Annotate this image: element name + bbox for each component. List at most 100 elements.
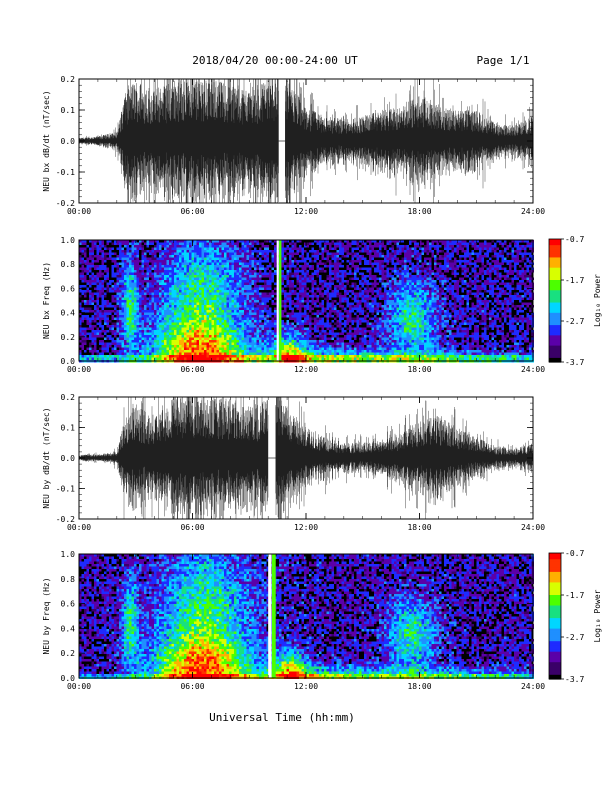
spectrogram-cell — [346, 292, 349, 295]
spectrogram-cell — [131, 287, 134, 290]
spectrogram-cell — [259, 350, 262, 353]
spectrogram-cell — [236, 310, 239, 313]
spectrogram-cell — [126, 252, 129, 255]
spectrogram-cell — [251, 282, 254, 285]
spectrogram-cell — [141, 350, 144, 353]
spectrogram-cell — [349, 357, 352, 360]
spectrogram-cell — [359, 322, 362, 325]
spectrogram-cell — [89, 332, 92, 335]
spectrogram-cell — [201, 335, 204, 338]
spectrogram-cell — [314, 300, 317, 303]
spectrogram-cell — [346, 327, 349, 330]
spectrogram-cell — [224, 335, 227, 338]
spectrogram-cell — [169, 352, 172, 355]
spectrogram-cell — [129, 327, 132, 330]
spectrogram-cell — [229, 270, 232, 273]
spectrogram-cell — [291, 327, 294, 330]
spectrogram-cell — [104, 270, 107, 273]
spectrogram-cell — [246, 242, 249, 245]
spectrogram-cell — [359, 305, 362, 308]
spectrogram-cell — [144, 262, 147, 265]
spectrogram-cell — [239, 337, 242, 340]
spectrogram-cell — [146, 282, 149, 285]
spectrogram-cell — [174, 317, 177, 320]
spectrogram-cell — [266, 322, 269, 325]
spectrogram-cell — [134, 335, 137, 338]
spectrogram-cell — [261, 300, 264, 303]
spectrogram-cell — [196, 330, 199, 333]
spectrogram-cell — [211, 325, 214, 328]
spectrogram-cell — [104, 275, 107, 278]
spectrogram-cell — [261, 245, 264, 248]
spectrogram-cell — [156, 310, 159, 313]
spectrogram-cell — [244, 350, 247, 353]
spectrogram-cell — [284, 330, 287, 333]
spectrogram-cell — [169, 295, 172, 298]
spectrogram-cell — [214, 315, 217, 318]
spectrogram-cell — [79, 305, 82, 308]
spectrogram-cell — [244, 292, 247, 295]
spectrogram-cell — [211, 337, 214, 340]
spectrogram-cell — [231, 262, 234, 265]
spectrogram-cell — [329, 285, 332, 288]
spectrogram-cell — [91, 255, 94, 258]
spectrogram-cell — [319, 287, 322, 290]
spectrogram-cell — [326, 322, 329, 325]
spectrogram-cell — [324, 357, 327, 360]
spectrogram-cell — [316, 275, 319, 278]
spectrogram-cell — [161, 245, 164, 248]
spectrogram-cell — [266, 255, 269, 258]
spectrogram-cell — [169, 322, 172, 325]
spectrogram-cell — [99, 265, 102, 268]
spectrogram-cell — [206, 252, 209, 255]
spectrogram-cell — [259, 252, 262, 255]
spectrogram-cell — [189, 257, 192, 260]
spectrogram-cell — [354, 327, 357, 330]
spectrogram-cell — [134, 252, 137, 255]
spectrogram-cell — [136, 312, 139, 315]
spectrogram-cell — [199, 297, 202, 300]
spectrogram-cell — [281, 265, 284, 268]
spectrogram-cell — [231, 352, 234, 355]
spectrogram-cell — [206, 345, 209, 348]
spectrogram-cell — [334, 290, 337, 293]
spectrogram-cell — [124, 252, 127, 255]
spectrogram-cell — [301, 280, 304, 283]
spectrogram-cell — [89, 285, 92, 288]
spectrogram-cell — [174, 272, 177, 275]
spectrogram-cell — [226, 255, 229, 258]
spectrogram-cell — [201, 285, 204, 288]
spectrogram-cell — [201, 290, 204, 293]
spectrogram-cell — [284, 325, 287, 328]
spectrogram-cell — [234, 352, 237, 355]
spectrogram-cell — [246, 317, 249, 320]
spectrogram-cell — [194, 292, 197, 295]
spectrogram-cell — [229, 257, 232, 260]
spectrogram-cell — [134, 260, 137, 263]
spectrogram-cell — [124, 307, 127, 310]
spectrogram-cell — [114, 290, 117, 293]
spectrogram-cell — [194, 330, 197, 333]
spectrogram-cell — [191, 350, 194, 353]
spectrogram-cell — [234, 280, 237, 283]
spectrogram-cell — [259, 305, 262, 308]
spectrogram-cell — [116, 332, 119, 335]
spectrogram-cell — [241, 315, 244, 318]
spectrogram-cell — [114, 300, 117, 303]
spectrogram-cell — [89, 345, 92, 348]
spectrogram-cell — [174, 345, 177, 348]
spectrogram-cell — [121, 255, 124, 258]
spectrogram-cell — [274, 357, 277, 360]
spectrogram-cell — [259, 300, 262, 303]
spectrogram-cell — [131, 297, 134, 300]
spectrogram-cell — [169, 317, 172, 320]
spectrogram-cell — [351, 322, 354, 325]
spectrogram-cell — [104, 300, 107, 303]
spectrogram-cell — [129, 305, 132, 308]
spectrogram-cell — [289, 317, 292, 320]
spectrogram-cell — [151, 275, 154, 278]
spectrogram-cell — [166, 280, 169, 283]
spectrogram-cell — [304, 257, 307, 260]
spectrogram-cell — [154, 300, 157, 303]
spectrogram-cell — [144, 320, 147, 323]
